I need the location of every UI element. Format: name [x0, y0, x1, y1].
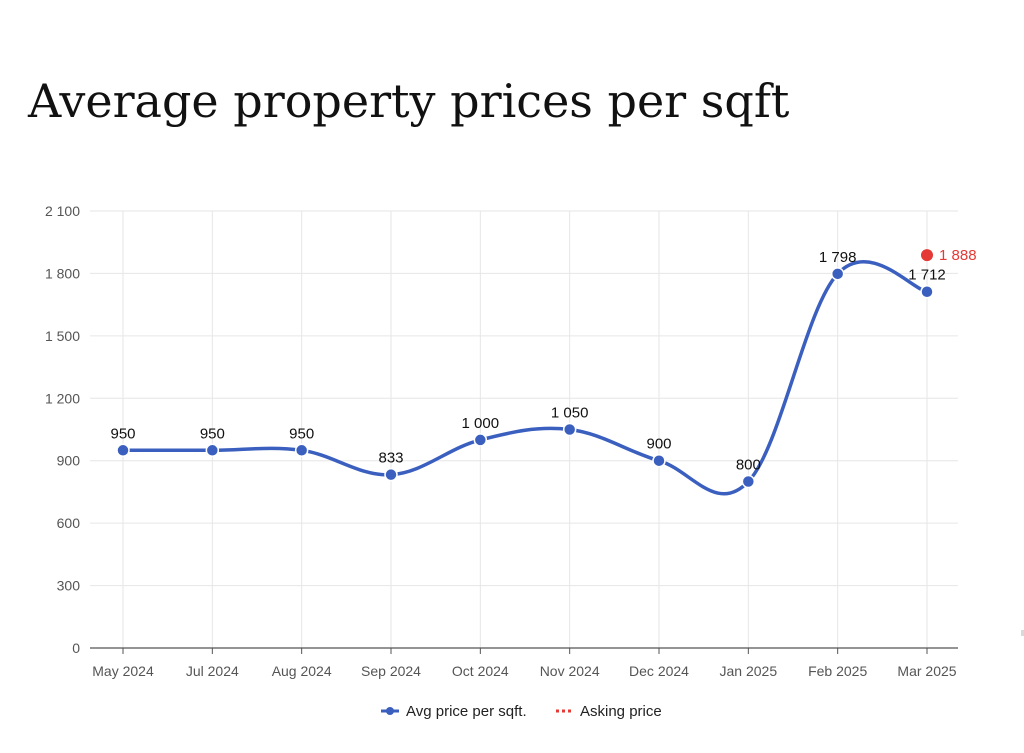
data-label-avg-price: 950 — [110, 425, 135, 442]
data-point-avg-price — [741, 474, 756, 489]
x-tick-label: Dec 2024 — [629, 663, 689, 679]
x-tick-label: Mar 2025 — [897, 663, 956, 679]
data-label-avg-price: 900 — [646, 436, 671, 453]
data-label-avg-price: 1 050 — [551, 405, 589, 422]
data-point-avg-price — [473, 433, 488, 447]
x-tick-label: Jan 2025 — [720, 663, 778, 679]
data-point-avg-price — [116, 443, 130, 458]
y-tick-label: 0 — [72, 640, 80, 656]
y-tick-label: 2 100 — [45, 203, 80, 219]
y-tick-label: 300 — [57, 578, 81, 594]
legend-label-avg-price: Avg price per sqft. — [406, 703, 527, 720]
data-label-avg-price: 950 — [200, 425, 225, 442]
data-label-avg-price: 950 — [289, 425, 314, 442]
page-edge-mark — [1021, 630, 1024, 636]
data-point-avg-price — [294, 443, 309, 458]
x-tick-label: Nov 2024 — [540, 663, 600, 679]
x-tick-label: Sep 2024 — [361, 663, 421, 679]
x-tick-label: Oct 2024 — [452, 663, 509, 679]
x-tick-label: May 2024 — [92, 663, 154, 679]
x-tick-label: Feb 2025 — [808, 663, 867, 679]
legend-marker-avg-price — [386, 707, 394, 715]
y-tick-label: 1 800 — [45, 265, 80, 281]
y-tick-label: 1 200 — [45, 390, 80, 406]
data-point-avg-price — [205, 443, 220, 458]
legend-label-asking-price: Asking price — [580, 703, 662, 720]
y-tick-label: 600 — [57, 515, 81, 531]
data-point-avg-price — [384, 467, 398, 482]
series-line-avg-price — [121, 260, 929, 496]
y-tick-label: 1 500 — [45, 328, 80, 344]
data-label-avg-price: 800 — [736, 457, 761, 474]
data-label-avg-price: 1 798 — [819, 249, 857, 266]
y-tick-label: 900 — [57, 453, 81, 469]
data-point-avg-price — [830, 267, 845, 281]
data-point-avg-price — [920, 284, 934, 299]
x-tick-label: Jul 2024 — [186, 663, 239, 679]
data-point-asking-price — [921, 249, 933, 262]
x-tick-label: Aug 2024 — [272, 663, 332, 679]
data-label-avg-price: 1 712 — [908, 267, 946, 284]
data-label-asking-price: 1 888 — [939, 247, 977, 264]
data-label-avg-price: 833 — [378, 450, 403, 467]
data-label-avg-price: 1 000 — [462, 415, 500, 432]
data-point-avg-price — [652, 453, 666, 468]
chart-title: Average property prices per sqft — [28, 74, 790, 128]
data-point-avg-price — [562, 422, 577, 437]
